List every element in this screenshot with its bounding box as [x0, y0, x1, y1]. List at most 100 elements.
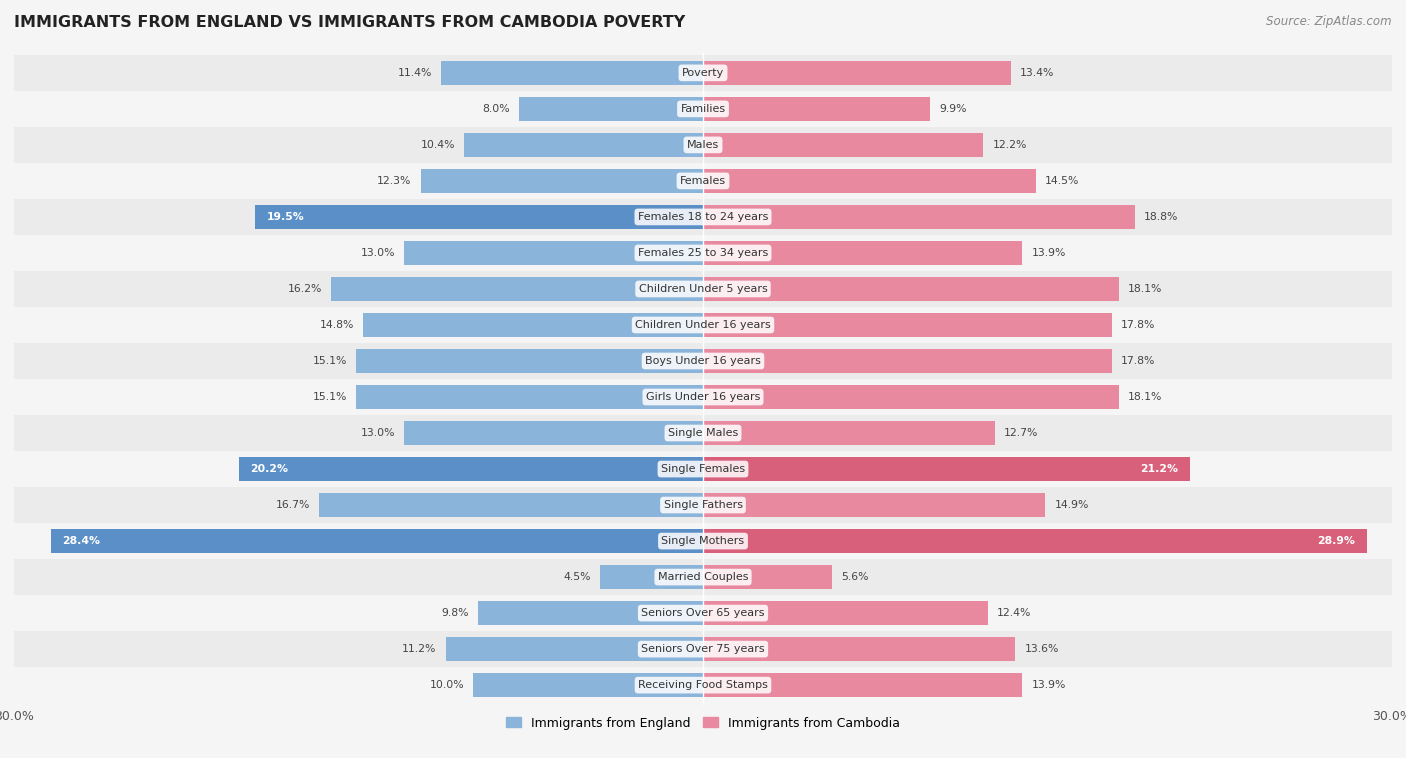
Text: 28.9%: 28.9%: [1317, 536, 1355, 546]
Bar: [14, 127, 1392, 163]
Text: 15.1%: 15.1%: [312, 392, 347, 402]
Bar: [330, 277, 703, 301]
Bar: [319, 493, 703, 517]
Text: 12.7%: 12.7%: [1004, 428, 1038, 438]
Text: 8.0%: 8.0%: [482, 104, 510, 114]
Bar: [446, 637, 703, 662]
Bar: [14, 235, 1392, 271]
Text: 9.9%: 9.9%: [939, 104, 967, 114]
Text: 19.5%: 19.5%: [267, 212, 305, 222]
Text: Seniors Over 65 years: Seniors Over 65 years: [641, 608, 765, 618]
Bar: [703, 385, 1119, 409]
Text: 12.4%: 12.4%: [997, 608, 1032, 618]
Text: 17.8%: 17.8%: [1121, 356, 1156, 366]
Bar: [703, 313, 1112, 337]
Bar: [14, 595, 1392, 631]
Text: Females 18 to 24 years: Females 18 to 24 years: [638, 212, 768, 222]
Text: Males: Males: [688, 140, 718, 150]
Bar: [14, 667, 1392, 703]
Text: Children Under 5 years: Children Under 5 years: [638, 284, 768, 294]
Text: Single Fathers: Single Fathers: [664, 500, 742, 510]
Text: Source: ZipAtlas.com: Source: ZipAtlas.com: [1267, 15, 1392, 28]
Text: IMMIGRANTS FROM ENGLAND VS IMMIGRANTS FROM CAMBODIA POVERTY: IMMIGRANTS FROM ENGLAND VS IMMIGRANTS FR…: [14, 15, 685, 30]
Text: 11.2%: 11.2%: [402, 644, 437, 654]
Bar: [14, 523, 1392, 559]
Text: Poverty: Poverty: [682, 68, 724, 78]
Bar: [356, 385, 703, 409]
Bar: [14, 307, 1392, 343]
Text: Children Under 16 years: Children Under 16 years: [636, 320, 770, 330]
Text: 9.8%: 9.8%: [441, 608, 468, 618]
Text: 15.1%: 15.1%: [312, 356, 347, 366]
Text: 28.4%: 28.4%: [62, 536, 100, 546]
Text: 21.2%: 21.2%: [1140, 464, 1178, 474]
Bar: [703, 169, 1036, 193]
Text: 10.0%: 10.0%: [430, 680, 464, 690]
Bar: [14, 343, 1392, 379]
Bar: [474, 673, 703, 697]
Text: Single Females: Single Females: [661, 464, 745, 474]
Bar: [703, 673, 1022, 697]
Text: 18.1%: 18.1%: [1128, 284, 1163, 294]
Text: 13.9%: 13.9%: [1032, 680, 1066, 690]
Text: 4.5%: 4.5%: [562, 572, 591, 582]
Text: 13.0%: 13.0%: [361, 248, 395, 258]
Bar: [703, 457, 1189, 481]
Text: 14.8%: 14.8%: [319, 320, 354, 330]
Text: 20.2%: 20.2%: [250, 464, 288, 474]
Text: 10.4%: 10.4%: [420, 140, 456, 150]
Bar: [703, 61, 1011, 85]
Bar: [356, 349, 703, 373]
Bar: [703, 133, 983, 157]
Text: 16.2%: 16.2%: [287, 284, 322, 294]
Text: 13.0%: 13.0%: [361, 428, 395, 438]
Bar: [256, 205, 703, 229]
Bar: [14, 91, 1392, 127]
Text: 12.2%: 12.2%: [993, 140, 1026, 150]
Bar: [14, 55, 1392, 91]
Legend: Immigrants from England, Immigrants from Cambodia: Immigrants from England, Immigrants from…: [501, 712, 905, 735]
Text: 13.9%: 13.9%: [1032, 248, 1066, 258]
Text: 14.5%: 14.5%: [1045, 176, 1080, 186]
Bar: [14, 415, 1392, 451]
Bar: [441, 61, 703, 85]
Bar: [239, 457, 703, 481]
Bar: [405, 421, 703, 445]
Bar: [703, 96, 931, 121]
Bar: [478, 601, 703, 625]
Text: 18.8%: 18.8%: [1144, 212, 1178, 222]
Bar: [420, 169, 703, 193]
Text: Seniors Over 75 years: Seniors Over 75 years: [641, 644, 765, 654]
Text: 5.6%: 5.6%: [841, 572, 869, 582]
Bar: [14, 631, 1392, 667]
Text: 17.8%: 17.8%: [1121, 320, 1156, 330]
Bar: [405, 241, 703, 265]
Text: Families: Families: [681, 104, 725, 114]
Bar: [599, 565, 703, 589]
Text: Girls Under 16 years: Girls Under 16 years: [645, 392, 761, 402]
Text: 14.9%: 14.9%: [1054, 500, 1088, 510]
Bar: [703, 241, 1022, 265]
Bar: [703, 637, 1015, 662]
Bar: [703, 565, 831, 589]
Text: Single Mothers: Single Mothers: [661, 536, 745, 546]
Text: 16.7%: 16.7%: [276, 500, 311, 510]
Text: 12.3%: 12.3%: [377, 176, 412, 186]
Bar: [703, 529, 1367, 553]
Text: 13.6%: 13.6%: [1025, 644, 1059, 654]
Text: Receiving Food Stamps: Receiving Food Stamps: [638, 680, 768, 690]
Bar: [703, 277, 1119, 301]
Text: 18.1%: 18.1%: [1128, 392, 1163, 402]
Text: Females: Females: [681, 176, 725, 186]
Bar: [14, 163, 1392, 199]
Text: Females 25 to 34 years: Females 25 to 34 years: [638, 248, 768, 258]
Bar: [703, 349, 1112, 373]
Bar: [14, 451, 1392, 487]
Text: 13.4%: 13.4%: [1019, 68, 1054, 78]
Text: Married Couples: Married Couples: [658, 572, 748, 582]
Bar: [703, 421, 994, 445]
Bar: [14, 271, 1392, 307]
Bar: [519, 96, 703, 121]
Bar: [703, 493, 1045, 517]
Bar: [14, 379, 1392, 415]
